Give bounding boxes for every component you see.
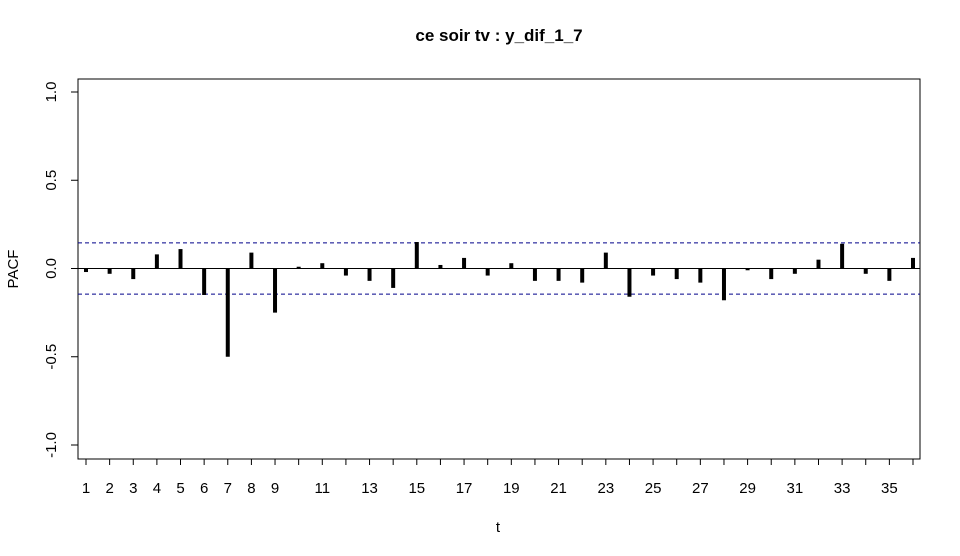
x-tick-label: 31 (787, 480, 804, 497)
x-tick-label: 9 (271, 480, 279, 497)
x-tick-label: 7 (224, 480, 232, 497)
x-axis-label: t (496, 519, 501, 536)
chart-title: ce soir tv : y_dif_1_7 (415, 26, 582, 45)
x-tick-label: 17 (456, 480, 473, 497)
y-tick-label: 0.0 (43, 258, 60, 279)
x-tick-label: 23 (597, 480, 614, 497)
x-tick-label: 1 (82, 480, 90, 497)
x-tick-label: 2 (105, 480, 113, 497)
y-tick-label: 0.5 (43, 170, 60, 191)
y-tick-label: -1.0 (43, 432, 60, 458)
x-tick-label: 13 (361, 480, 378, 497)
y-tick-label: 1.0 (43, 82, 60, 103)
x-tick-label: 3 (129, 480, 137, 497)
x-tick-label: 8 (247, 480, 255, 497)
x-tick-label: 11 (314, 480, 330, 497)
x-tick-label: 33 (834, 480, 851, 497)
x-tick-label: 35 (881, 480, 898, 497)
x-tick-label: 6 (200, 480, 208, 497)
x-tick-label: 29 (739, 480, 756, 497)
x-tick-label: 19 (503, 480, 520, 497)
x-tick-label: 4 (153, 480, 161, 497)
y-tick-label: -0.5 (43, 344, 60, 370)
x-tick-label: 27 (692, 480, 709, 497)
x-tick-label: 5 (176, 480, 184, 497)
x-tick-label: 25 (645, 480, 662, 497)
x-tick-label: 21 (550, 480, 567, 497)
x-tick-label: 15 (408, 480, 425, 497)
y-axis-label: PACF (5, 250, 22, 289)
